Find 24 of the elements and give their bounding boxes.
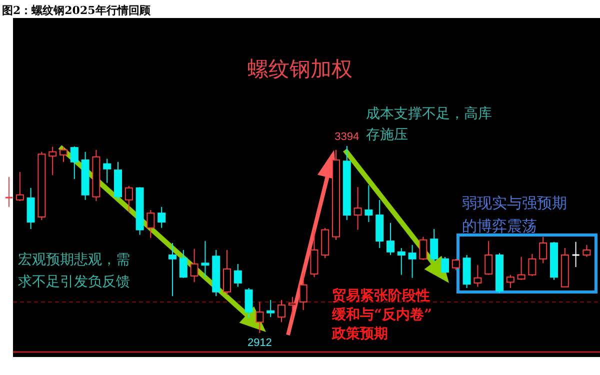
candlestick [299, 272, 308, 311]
candlestick [376, 199, 384, 249]
candlestick [364, 184, 373, 223]
text: 成本支撑不足，高库存施压 [366, 106, 492, 143]
annotation: 弱现实与强预期的博弈震荡 [462, 194, 567, 235]
candlestick [26, 187, 35, 230]
annotation: 宏观预期悲观，需求不足引发负反馈 [18, 252, 130, 290]
candlestick [201, 240, 210, 278]
candlestick [572, 241, 580, 268]
annotation: 贸易紧张阶段性缓和与“反内卷”政策预期 [331, 287, 432, 342]
candlestick [81, 151, 90, 200]
candlestick [278, 300, 286, 323]
candlestick [168, 242, 176, 297]
candlestick [48, 146, 57, 176]
candlestick [342, 146, 351, 221]
candlestick [256, 301, 264, 334]
candlestick [408, 244, 416, 278]
candlestick [103, 158, 112, 184]
text: 螺纹钢加权 [248, 57, 352, 81]
annotation: 2912 [247, 337, 272, 349]
candlestick [4, 176, 14, 208]
chart-title: 图2：螺纹钢2025年行情回顾 [2, 4, 152, 17]
candlestick [354, 186, 362, 230]
annotation: 3394 [334, 131, 360, 143]
